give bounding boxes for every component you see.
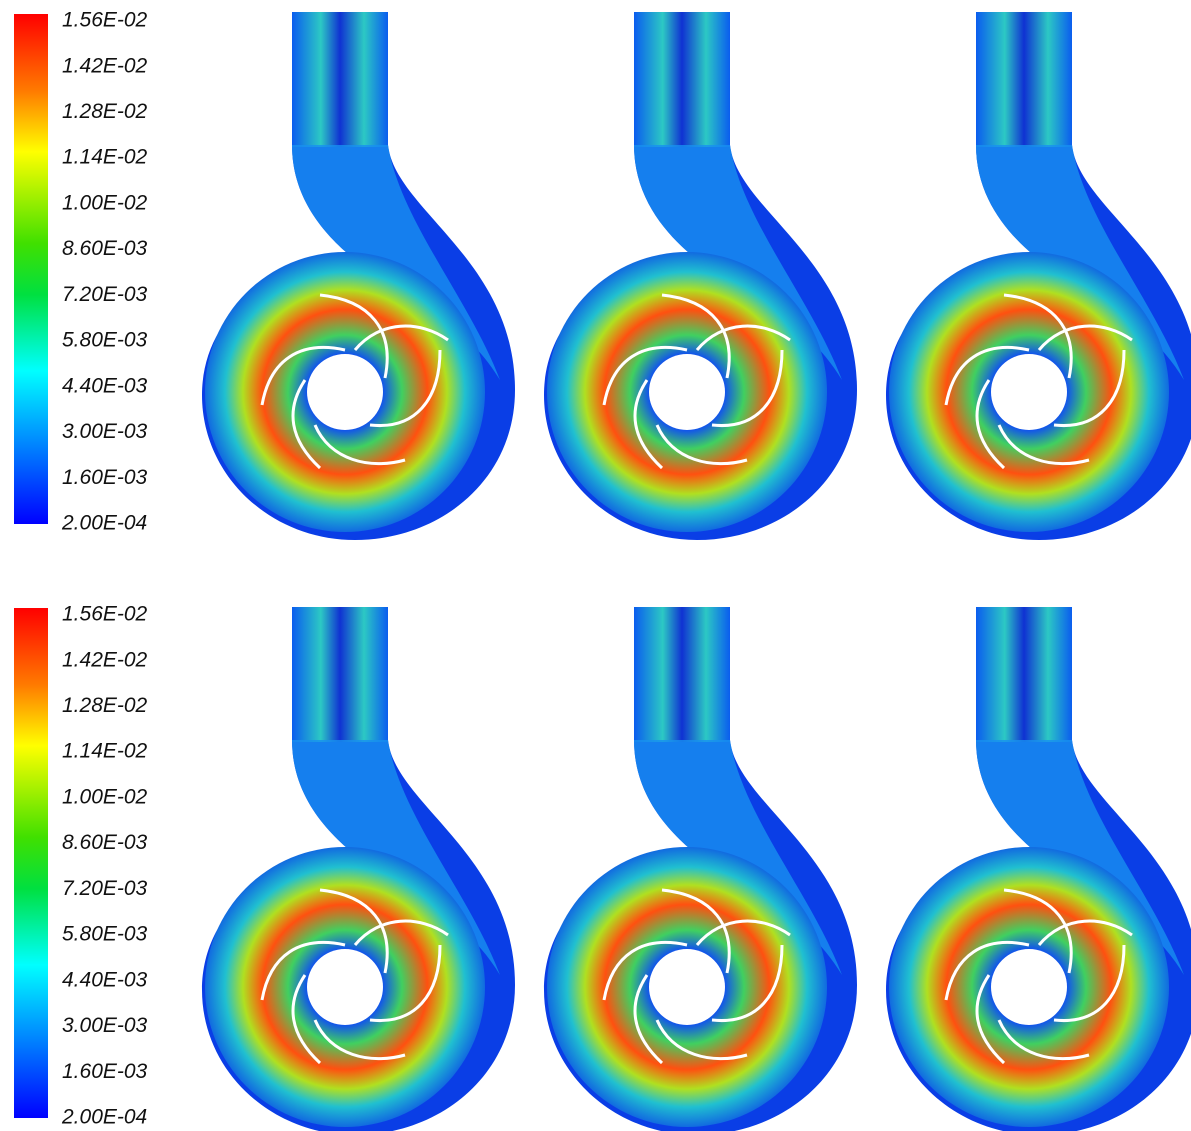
colorbar-label: 3.00E-03 [62, 420, 148, 443]
colorbar-label: 4.40E-03 [62, 374, 148, 397]
contour-plot [886, 12, 1191, 540]
contour-plot [886, 607, 1191, 1131]
colorbar-label: 4.40E-03 [62, 968, 148, 991]
colorbar-label: 1.56E-02 [62, 603, 148, 626]
colorbar-label: 1.14E-02 [62, 740, 148, 763]
colorbar-label: 1.56E-02 [62, 9, 148, 32]
colorbar-label: 1.42E-02 [62, 648, 148, 671]
colorbar-label: 1.14E-02 [62, 146, 148, 169]
colorbar-label: 1.28E-02 [62, 100, 148, 123]
colorbar-label: 8.60E-03 [62, 237, 148, 260]
colorbar-label: 1.00E-02 [62, 191, 148, 214]
colorbar [14, 608, 48, 1118]
colorbar-label: 2.00E-04 [61, 512, 147, 535]
contour-plot [202, 607, 515, 1131]
colorbar-label: 5.80E-03 [62, 923, 148, 946]
colorbar-label: 3.00E-03 [62, 1014, 148, 1037]
colorbar [14, 14, 48, 524]
colorbar-label: 1.00E-02 [62, 785, 148, 808]
contour-plots [202, 12, 1191, 1131]
contour-plot [544, 12, 857, 540]
colorbar-label: 1.60E-03 [62, 1060, 148, 1083]
colorbar-label: 1.60E-03 [62, 466, 148, 489]
colorbar-label: 5.80E-03 [62, 329, 148, 352]
colorbar-label: 7.20E-03 [62, 877, 148, 900]
colorbar-label: 7.20E-03 [62, 283, 148, 306]
colorbar-label: 1.28E-02 [62, 694, 148, 717]
contour-plot [544, 607, 857, 1131]
colorbar-label: 2.00E-04 [61, 1106, 147, 1129]
contour-plot [202, 12, 515, 540]
colorbar-label: 8.60E-03 [62, 831, 148, 854]
colorbar-label: 1.42E-02 [62, 54, 148, 77]
